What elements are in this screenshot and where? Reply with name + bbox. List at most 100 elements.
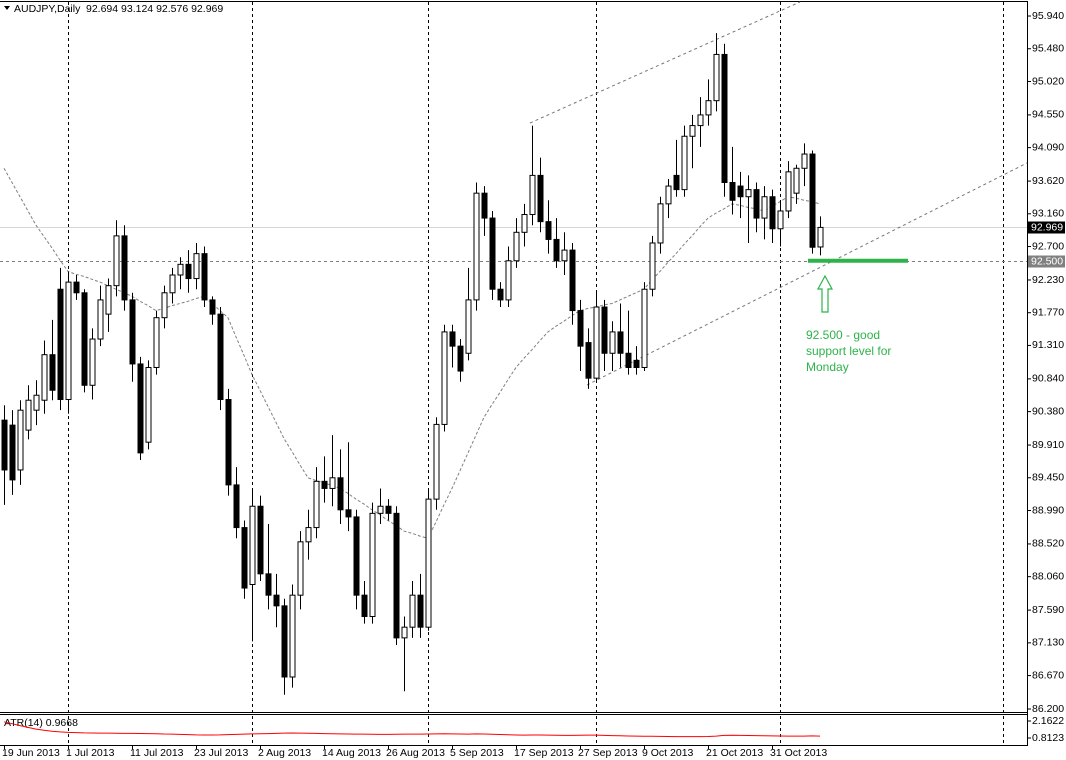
- candle-body: [241, 527, 248, 589]
- candle-body: [545, 221, 552, 240]
- y-tick-label: 93.620: [1032, 175, 1064, 187]
- candle-body: [649, 242, 656, 290]
- atr-y-tick-label: 2.1622: [1032, 715, 1064, 727]
- y-tick-label: 87.590: [1032, 604, 1064, 616]
- candle-body: [609, 331, 616, 354]
- candle-body: [129, 299, 136, 365]
- x-tick-label: 23 Jul 2013: [194, 747, 248, 759]
- x-tick-label: 21 Oct 2013: [706, 747, 763, 759]
- candle-body: [625, 352, 632, 368]
- x-tick-label: 19 Jun 2013: [2, 747, 60, 759]
- candle-body: [209, 299, 216, 315]
- trend-channel: [529, 1, 1028, 386]
- x-tick-label: 11 Jul 2013: [130, 747, 184, 759]
- y-tick-label: 93.160: [1032, 208, 1064, 220]
- y-tick-label: 94.090: [1032, 141, 1064, 153]
- x-tick-label: 9 Oct 2013: [642, 747, 694, 759]
- y-tick-label: 92.700: [1032, 240, 1064, 252]
- candle-body: [657, 203, 664, 244]
- price-label-box: [1028, 221, 1065, 234]
- y-tick-label: 87.130: [1032, 637, 1064, 649]
- candle-body: [633, 359, 640, 368]
- header-ohlc: 92.694 93.124 92.576 92.969: [86, 3, 223, 15]
- candle-body: [585, 342, 592, 379]
- candle-body: [169, 274, 176, 294]
- candle-body: [137, 363, 144, 454]
- atr-y-tick-label: 0.8123: [1032, 732, 1064, 744]
- candle-body: [337, 477, 344, 511]
- candle-body: [273, 594, 280, 607]
- candle-body: [617, 331, 624, 354]
- price-label: 92.500: [1031, 255, 1063, 267]
- candle-body: [97, 299, 104, 340]
- candle-body: [801, 153, 808, 169]
- atr-line: [3, 721, 821, 738]
- annotation: support level for: [806, 344, 891, 358]
- y-tick-label: 89.910: [1032, 439, 1064, 451]
- y-tick-label: 95.480: [1032, 43, 1064, 55]
- candle-body: [265, 573, 272, 596]
- candle-body: [553, 238, 560, 262]
- candle-body: [537, 174, 544, 223]
- candle-body: [577, 310, 584, 347]
- candle-body: [817, 226, 824, 248]
- candle-body: [809, 153, 816, 248]
- candle-body: [305, 527, 312, 543]
- candle-body: [65, 281, 72, 401]
- candle-body: [377, 505, 384, 514]
- candle-body: [385, 505, 392, 514]
- atr-label: ATR(14) 0.9668: [4, 717, 78, 729]
- candle-body: [25, 399, 32, 431]
- candle-body: [433, 423, 440, 500]
- candle-body: [513, 231, 520, 262]
- y-tick-label: 90.840: [1032, 373, 1064, 385]
- candle-body: [777, 210, 784, 230]
- candle-body: [145, 366, 152, 443]
- y-tick-label: 86.670: [1032, 669, 1064, 681]
- candle-body: [729, 182, 736, 201]
- candle-body: [665, 185, 672, 205]
- candle-body: [201, 253, 208, 301]
- candle-body: [17, 409, 24, 471]
- candle-body: [441, 331, 448, 425]
- candle-body: [57, 288, 64, 401]
- candle-body: [113, 235, 120, 287]
- candle-body: [329, 477, 336, 489]
- candle-body: [569, 249, 576, 312]
- candle-body: [681, 135, 688, 191]
- candle-body: [41, 354, 48, 401]
- price-label-box: [1028, 255, 1065, 268]
- candle-body: [593, 306, 600, 379]
- candle-body: [361, 594, 368, 618]
- candle-body: [689, 125, 696, 137]
- moving-average: [3, 168, 821, 539]
- candle-body: [785, 171, 792, 212]
- candle-body: [417, 594, 424, 628]
- x-tick-label: 1 Jul 2013: [66, 747, 115, 759]
- candle-body: [105, 285, 112, 315]
- candle-body: [457, 345, 464, 372]
- y-tick-label: 88.060: [1032, 570, 1064, 582]
- candle-body: [233, 484, 240, 529]
- candle-body: [449, 331, 456, 347]
- candle-body: [73, 281, 80, 294]
- candle-body: [1, 419, 8, 471]
- candle-body: [753, 189, 760, 219]
- candle-body: [249, 505, 256, 586]
- y-tick-label: 95.940: [1032, 10, 1064, 22]
- candle-body: [465, 299, 472, 354]
- candle-body: [505, 260, 512, 301]
- candle-body: [297, 541, 304, 596]
- price-label: 92.969: [1031, 221, 1063, 233]
- x-tick-label: 5 Sep 2013: [450, 747, 504, 759]
- x-tick-label: 2 Aug 2013: [258, 747, 311, 759]
- candle-body: [489, 217, 496, 290]
- candle-body: [481, 192, 488, 219]
- candle-body: [393, 512, 400, 639]
- candle-body: [89, 338, 96, 386]
- candle-body: [705, 100, 712, 116]
- y-tick-label: 94.550: [1032, 109, 1064, 121]
